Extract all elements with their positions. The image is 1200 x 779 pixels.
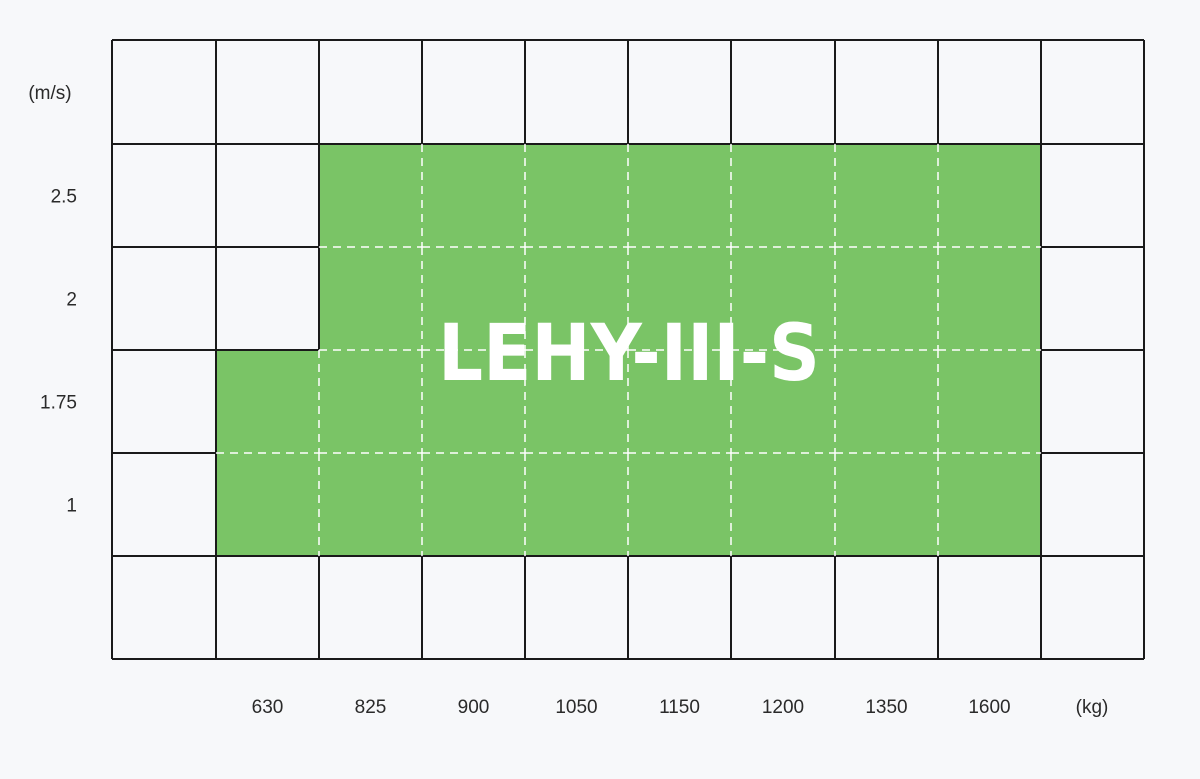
coverage-cell xyxy=(422,453,525,556)
coverage-cell xyxy=(216,453,319,556)
coverage-cell xyxy=(525,247,628,350)
x-tick-label: 900 xyxy=(458,697,490,718)
coverage-cell xyxy=(319,144,422,247)
coverage-cell xyxy=(938,144,1041,247)
coverage-cell xyxy=(731,247,835,350)
x-tick-label: 1150 xyxy=(659,697,700,718)
coverage-cell xyxy=(422,247,525,350)
coverage-cell xyxy=(628,453,731,556)
y-tick-label: 1 xyxy=(66,496,77,517)
coverage-cell xyxy=(525,144,628,247)
coverage-cell xyxy=(835,144,938,247)
x-tick-label: 1600 xyxy=(968,697,1010,718)
coverage-cell xyxy=(319,350,422,453)
y-tick-label: 2 xyxy=(66,290,77,311)
coverage-cell xyxy=(938,453,1041,556)
diagram-title: LEHY-III-S xyxy=(438,309,820,399)
coverage-cell xyxy=(731,350,835,453)
coverage-cell xyxy=(731,453,835,556)
coverage-cell xyxy=(525,453,628,556)
x-axis-unit: (kg) xyxy=(1076,697,1109,718)
coverage-cell xyxy=(628,247,731,350)
coverage-cell xyxy=(319,247,422,350)
coverage-cell xyxy=(319,453,422,556)
coverage-cell xyxy=(835,453,938,556)
coverage-cell xyxy=(422,350,525,453)
coverage-cell xyxy=(938,247,1041,350)
coverage-cell xyxy=(216,350,319,453)
coverage-cell xyxy=(525,350,628,453)
coverage-cell xyxy=(835,350,938,453)
coverage-cell xyxy=(731,144,835,247)
coverage-cell xyxy=(628,350,731,453)
coverage-cell xyxy=(628,144,731,247)
x-tick-label: 1350 xyxy=(865,697,907,718)
coverage-cell xyxy=(422,144,525,247)
y-tick-label: 1.75 xyxy=(40,393,77,414)
coverage-cell xyxy=(835,247,938,350)
y-axis-unit: (m/s) xyxy=(28,83,71,104)
coverage-cell xyxy=(938,350,1041,453)
x-tick-label: 630 xyxy=(252,697,284,718)
y-tick-label: 2.5 xyxy=(51,187,77,208)
x-tick-label: 1050 xyxy=(555,697,597,718)
x-tick-label: 1200 xyxy=(762,697,804,718)
x-tick-label: 825 xyxy=(355,697,387,718)
